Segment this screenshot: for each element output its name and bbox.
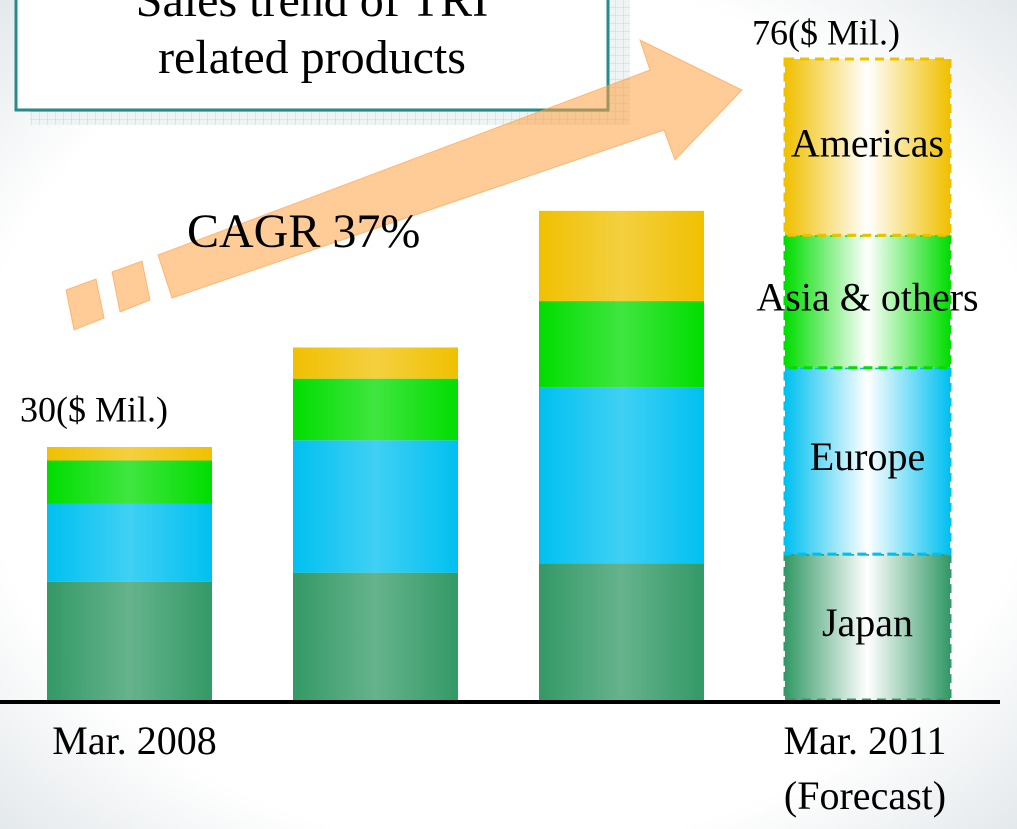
bar-segment [47,503,212,582]
bar-segment [293,347,458,379]
bar-segment [785,367,950,555]
bar-segment [539,387,704,564]
bar-segment [47,446,212,461]
title-box [14,0,610,112]
series-label: Asia & others [756,275,978,320]
bar-segment [539,301,704,388]
bar-segment [539,210,704,302]
bar-segment [539,563,704,700]
bar-segment [47,581,212,700]
bar-segment [47,460,212,504]
annotation: 76($ Mil.) [752,12,900,52]
series-label: Americas [791,120,944,165]
annotation: 30($ Mil.) [20,389,168,429]
annotation: CAGR 37% [187,205,420,258]
bar-segment [293,440,458,573]
bar-segment [293,378,458,441]
annotation: (Forecast) [784,773,946,818]
bar-segment [785,554,950,700]
bar-segment [293,572,458,700]
growth-arrow [65,39,743,331]
chart-title: Sales trend of TRI [136,0,488,27]
chart-title: related products [158,31,466,84]
series-label: Japan [822,600,913,645]
series-label: Europe [810,434,926,479]
bar-segment [785,235,950,368]
x-tick-label: Mar. 2011 [784,718,947,763]
x-tick-label: Mar. 2008 [52,718,216,763]
bar-segment [785,59,950,236]
bar-outline [783,57,952,237]
